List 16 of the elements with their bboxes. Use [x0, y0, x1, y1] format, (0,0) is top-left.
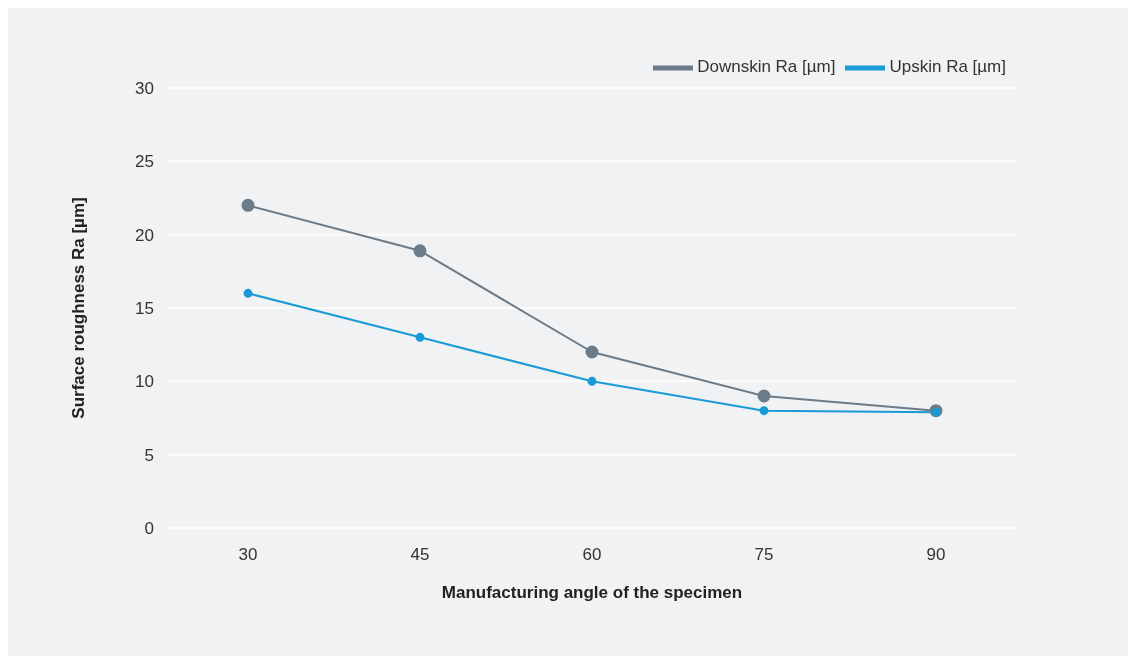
y-tick-label: 20 [135, 225, 154, 245]
y-tick-label: 25 [135, 152, 154, 172]
y-tick-label: 10 [135, 372, 154, 392]
x-tick-label: 45 [410, 545, 430, 565]
x-tick-label: 30 [238, 545, 258, 565]
legend-label: Downskin Ra [µm] [697, 57, 836, 77]
x-tick-label: 60 [582, 545, 602, 565]
y-tick-label: 0 [144, 519, 154, 539]
x-tick-label: 90 [926, 545, 946, 565]
y-tick-label: 5 [144, 445, 154, 465]
legend-label: Upskin Ra [µm] [889, 57, 1006, 77]
x-axis-title: Manufacturing angle of the specimen [441, 583, 743, 602]
y-axis-title: Surface roughness Ra [µm] [69, 197, 89, 419]
x-tick-label: 75 [754, 545, 774, 565]
y-tick-label: 30 [135, 79, 154, 99]
y-tick-label: 15 [135, 299, 154, 319]
